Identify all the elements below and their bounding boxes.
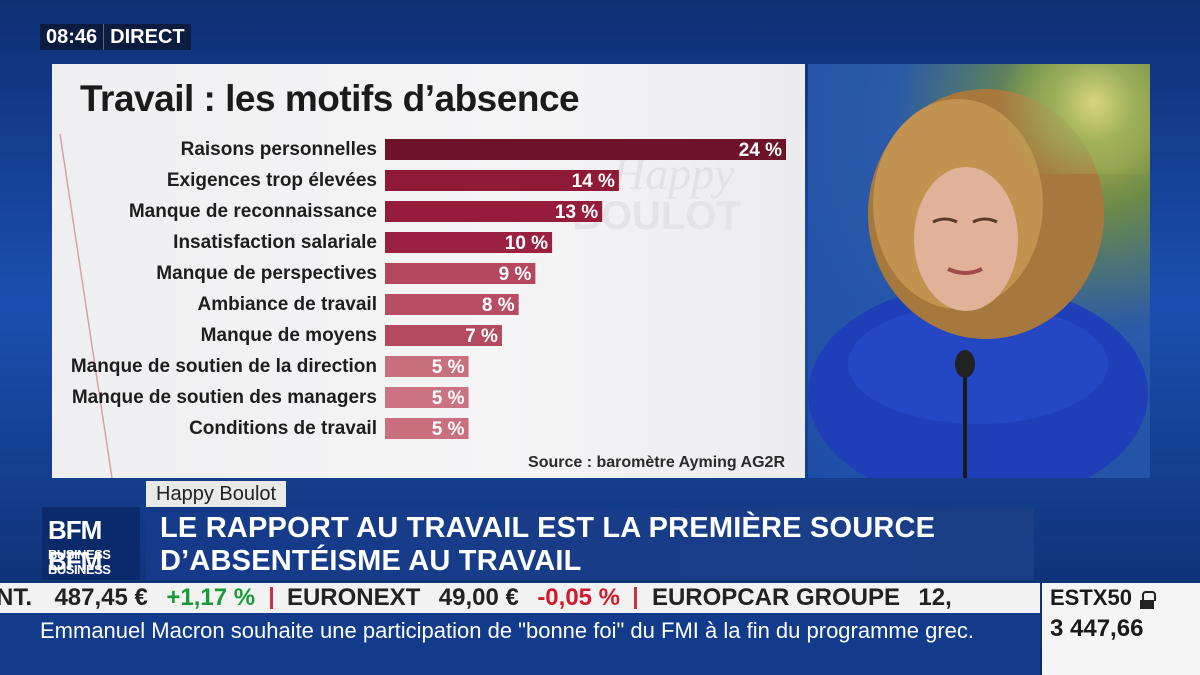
category-label: Manque de reconnaissance	[129, 201, 377, 222]
live-label: DIRECT	[103, 24, 191, 50]
value-label: 13 %	[555, 202, 598, 223]
bfm-business-logo: BFM BFM BUSINESS BUSINESS	[42, 507, 140, 580]
bar	[385, 294, 519, 315]
chart-title: Travail : les motifs d’absence	[80, 78, 580, 119]
ticker-separator	[269, 587, 273, 609]
news-ticker: Emmanuel Macron souhaite une participati…	[0, 613, 1040, 675]
stock-name: EUROPCAR GROUPE	[651, 584, 900, 611]
category-label: Raisons personnelles	[181, 139, 377, 160]
bar	[385, 325, 502, 346]
value-label: 10 %	[505, 233, 548, 254]
stock-value: 12,	[918, 584, 952, 611]
live-time: 08:46	[40, 24, 104, 50]
studio-lights	[980, 64, 1150, 174]
bar	[385, 387, 469, 408]
value-label: 9 %	[499, 264, 532, 285]
logo-line1: BFM BFM	[48, 515, 102, 576]
stock-change: +1,17 %	[166, 584, 256, 611]
stock-name: EURONEXT	[286, 584, 421, 611]
stock-change: -0,05 %	[537, 584, 621, 611]
ticker-separator	[634, 587, 638, 609]
stock-ticker: NT. 487,45 € +1,17 % EURONEXT 49,00 € -0…	[0, 583, 1040, 613]
value-label: 8 %	[482, 295, 515, 316]
program-tag: Happy Boulot	[146, 481, 287, 507]
bar-chart: Raisons personnelles 24 % Exigences trop é…	[71, 139, 786, 440]
headline: LE RAPPORT AU TRAVAIL EST LA PREMIÈRE SO…	[160, 512, 935, 578]
category-label: Ambiance de travail	[197, 294, 377, 315]
bar	[385, 232, 553, 253]
value-label: 7 %	[465, 326, 498, 347]
value-label: 24 %	[739, 140, 782, 161]
category-label: Exigences trop élevées	[167, 170, 377, 191]
bar	[385, 201, 603, 222]
index-name: ESTX50	[1050, 585, 1132, 610]
chart-panel: Happy BOULOT Travail : les motifs d’abse…	[52, 64, 805, 478]
value-label: 5 %	[432, 357, 465, 378]
bar	[385, 418, 469, 439]
category-label: Manque de perspectives	[156, 263, 377, 284]
stock-name: NT.	[0, 584, 32, 611]
index-value: 3 447,66	[1050, 615, 1144, 642]
headline-line1: LE RAPPORT AU TRAVAIL EST LA PREMIÈRE SO…	[160, 512, 936, 544]
bar	[385, 263, 536, 284]
category-label: Insatisfaction salariale	[173, 232, 377, 253]
value-label: 5 %	[432, 419, 465, 440]
category-label: Manque de soutien de la direction	[71, 356, 377, 377]
presenter-video	[808, 64, 1150, 478]
logo-line2: BUSINESS BUSINESS	[48, 547, 111, 577]
news-text: Emmanuel Macron souhaite une participati…	[40, 618, 975, 643]
index-box: ESTX50 3 447,66	[1042, 583, 1200, 675]
chart-source: Source : baromètre Ayming AG2R	[528, 454, 785, 471]
lock-icon	[1140, 591, 1156, 609]
headline-line2: D’ABSENTÉISME AU TRAVAIL	[160, 545, 582, 577]
value-label: 5 %	[432, 388, 465, 409]
live-badge: 08:46 DIRECT	[40, 24, 191, 50]
stock-value: 49,00 €	[438, 584, 519, 611]
bar	[385, 139, 786, 160]
category-label: Manque de moyens	[201, 325, 377, 346]
value-label: 14 %	[572, 171, 615, 192]
category-label: Manque de soutien des managers	[72, 387, 377, 408]
headline-bar: LE RAPPORT AU TRAVAIL EST LA PREMIÈRE SO…	[146, 508, 1034, 580]
bar	[385, 170, 619, 191]
stock-value: 487,45 €	[54, 584, 148, 611]
bar	[385, 356, 469, 377]
category-label: Conditions de travail	[189, 418, 377, 439]
